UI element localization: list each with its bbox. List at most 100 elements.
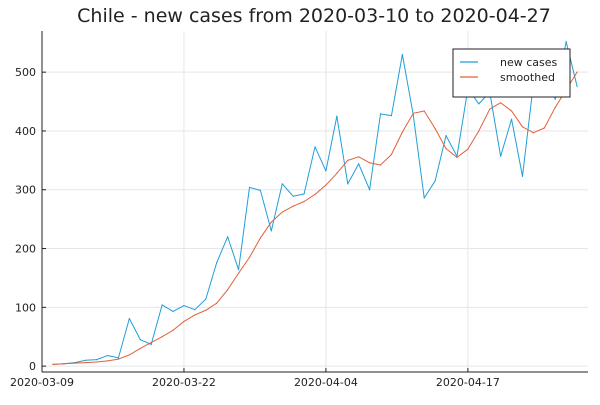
legend-box: [452, 48, 571, 98]
data-point-smoothed: [52, 363, 54, 365]
data-point-smoothed: [117, 358, 120, 360]
data-point-new-cases: [303, 193, 305, 195]
data-point-smoothed: [314, 193, 316, 196]
data-point-smoothed: [270, 221, 272, 223]
data-point-smoothed: [379, 164, 382, 166]
grid: [41, 31, 588, 372]
data-point-smoothed: [96, 361, 98, 363]
data-point-new-cases: [390, 115, 393, 117]
chart-title: Chile - new cases from 2020-03-10 to 202…: [77, 5, 551, 27]
data-point-new-cases: [314, 146, 316, 148]
data-point-new-cases: [445, 135, 447, 137]
legend-label: smoothed: [500, 71, 555, 84]
data-point-smoothed: [85, 361, 87, 364]
data-point-new-cases: [237, 269, 240, 271]
data-point-smoothed: [74, 362, 76, 364]
data-point-smoothed: [281, 211, 283, 213]
data-point-smoothed: [128, 354, 130, 356]
y-tick-label: 0: [29, 360, 36, 373]
data-point-smoothed: [183, 320, 185, 323]
y-tick-label: 300: [15, 184, 36, 197]
data-point-new-cases: [216, 262, 218, 264]
data-point-smoothed: [106, 360, 109, 362]
data-point-smoothed: [150, 342, 152, 344]
data-point-new-cases: [106, 354, 109, 357]
data-point-smoothed: [456, 156, 458, 159]
data-point-new-cases: [401, 53, 403, 56]
data-point-smoothed: [227, 289, 229, 291]
data-point-smoothed: [543, 127, 545, 129]
data-point-smoothed: [347, 159, 349, 161]
y-tick-label: 100: [15, 301, 36, 314]
series-line-smoothed: [52, 71, 578, 365]
data-point-smoothed: [161, 336, 163, 338]
data-point-new-cases: [576, 85, 578, 87]
data-point-smoothed: [576, 71, 578, 73]
data-point-smoothed: [434, 128, 436, 130]
data-point-new-cases: [554, 98, 556, 100]
data-point-new-cases: [369, 189, 371, 191]
data-point-smoothed: [172, 329, 174, 331]
data-point-new-cases: [150, 343, 152, 345]
data-point-new-cases: [565, 40, 567, 43]
data-point-smoothed: [292, 205, 294, 207]
data-point-new-cases: [227, 236, 229, 238]
data-point-smoothed: [248, 256, 251, 258]
data-point-smoothed: [510, 110, 513, 112]
data-point-smoothed: [445, 147, 447, 150]
data-point-smoothed: [554, 106, 556, 109]
data-point-smoothed: [401, 131, 403, 133]
data-point-new-cases: [161, 304, 163, 306]
data-point-new-cases: [248, 186, 251, 188]
data-point-new-cases: [96, 359, 98, 361]
data-point-smoothed: [325, 184, 327, 186]
data-point-new-cases: [510, 118, 513, 120]
data-point-smoothed: [205, 309, 207, 311]
data-point-new-cases: [128, 317, 130, 320]
data-point-smoothed: [303, 200, 305, 203]
data-point-new-cases: [270, 230, 272, 232]
data-point-smoothed: [259, 237, 261, 239]
data-point-new-cases: [259, 189, 261, 191]
data-point-smoothed: [467, 148, 469, 150]
data-point-new-cases: [85, 359, 87, 361]
data-point-new-cases: [183, 304, 185, 307]
data-point-new-cases: [325, 170, 327, 172]
y-tick-label: 400: [15, 125, 36, 138]
data-point-new-cases: [194, 309, 196, 311]
x-tick-label: 2020-04-04: [294, 376, 358, 389]
x-tick-label: 2020-03-09: [10, 376, 74, 389]
data-point-new-cases: [521, 175, 524, 177]
data-point-smoothed: [358, 156, 360, 158]
data-point-smoothed: [139, 347, 141, 350]
data-point-smoothed: [532, 132, 535, 134]
data-point-smoothed: [237, 272, 240, 274]
data-point-smoothed: [489, 108, 491, 110]
legend-label: new cases: [500, 56, 558, 69]
data-point-smoothed: [369, 162, 371, 164]
x-tick-label: 2020-03-22: [152, 376, 216, 389]
data-point-smoothed: [500, 102, 502, 104]
data-point-new-cases: [379, 113, 382, 115]
data-point-new-cases: [205, 298, 207, 300]
data-point-new-cases: [281, 183, 283, 185]
data-point-smoothed: [412, 112, 414, 114]
data-point-new-cases: [434, 180, 436, 182]
data-point-new-cases: [478, 103, 480, 105]
data-point-smoothed: [336, 172, 338, 174]
data-point-new-cases: [172, 310, 174, 313]
axes: 0 100 200 300 400 500 2020-03-09 2020-03-22 2020…: [10, 31, 588, 389]
series-smoothed: [52, 71, 578, 365]
data-point-smoothed: [423, 110, 425, 112]
data-point-new-cases: [347, 183, 349, 185]
data-point-new-cases: [423, 197, 425, 199]
data-point-new-cases: [139, 339, 141, 341]
data-point-smoothed: [216, 302, 218, 304]
data-point-new-cases: [336, 115, 338, 117]
data-point-new-cases: [358, 163, 360, 165]
data-point-new-cases: [500, 155, 502, 157]
data-point-smoothed: [521, 126, 524, 128]
x-tick-label: 2020-04-17: [436, 376, 500, 389]
